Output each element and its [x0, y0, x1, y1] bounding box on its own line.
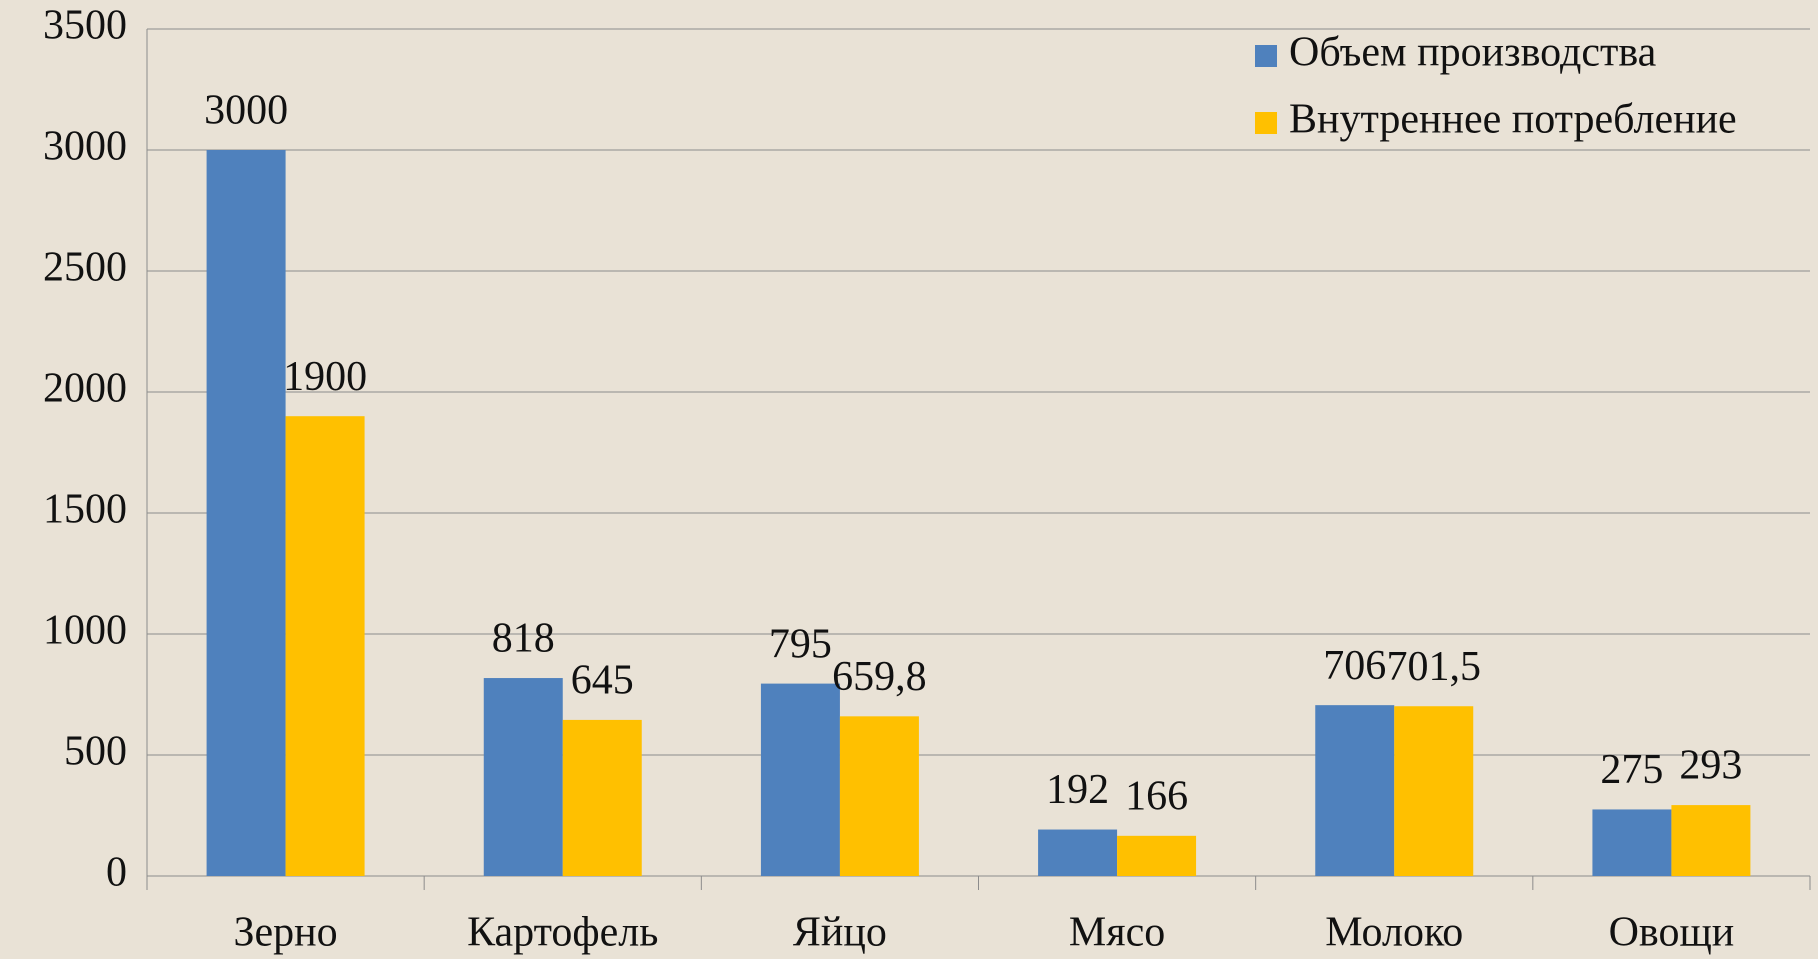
value-label: 1900: [283, 354, 367, 400]
value-label: 645: [571, 658, 634, 704]
value-label: 293: [1679, 743, 1742, 789]
y-tick-label: 1000: [43, 608, 127, 654]
bar: [286, 416, 365, 876]
bar: [1671, 805, 1750, 876]
chart: 0 500 1000 1500 2000 2500 3000 3500 Зерно 3000 190…: [0, 0, 1818, 959]
bar: [840, 716, 919, 876]
x-tick-label: Овощи: [1609, 910, 1735, 956]
bar: [761, 684, 840, 876]
legend-label: Объем производства: [1289, 30, 1657, 76]
x-tick-label: Яйцо: [793, 910, 887, 956]
value-label: 166: [1125, 773, 1188, 819]
value-label: 818: [492, 616, 555, 662]
value-label: 192: [1046, 767, 1109, 813]
bar: [484, 678, 563, 876]
y-tick-label: 3500: [43, 3, 127, 49]
bar: [1592, 809, 1671, 876]
legend-label: Внутреннее потребление: [1289, 97, 1737, 143]
value-label: 275: [1600, 747, 1663, 793]
value-label: 795: [769, 621, 832, 667]
y-tick-label: 3000: [43, 124, 127, 170]
bar: [1117, 836, 1196, 876]
legend-swatch: [1255, 45, 1277, 67]
value-label: 701,5: [1386, 644, 1481, 690]
y-tick-label: 2000: [43, 366, 127, 412]
y-tick-label: 500: [64, 729, 127, 775]
bar: [1038, 830, 1117, 876]
x-tick-label: Молоко: [1325, 910, 1463, 956]
x-tick-label: Картофель: [467, 910, 658, 956]
bar: [1315, 705, 1394, 876]
y-tick-label: 0: [106, 850, 127, 896]
x-tick-label: Мясо: [1069, 910, 1165, 956]
page: {"chart_data": {"type": "bar", "categori…: [0, 0, 1818, 959]
value-label: 706: [1323, 643, 1386, 689]
y-tick-label: 2500: [43, 245, 127, 291]
value-label: 659,8: [832, 654, 927, 700]
value-label: 3000: [204, 88, 288, 134]
bar: [207, 150, 286, 876]
bar: [1394, 706, 1473, 876]
legend-swatch: [1255, 112, 1277, 134]
bar: [563, 720, 642, 876]
x-tick-label: Зерно: [233, 910, 337, 956]
y-tick-label: 1500: [43, 487, 127, 533]
